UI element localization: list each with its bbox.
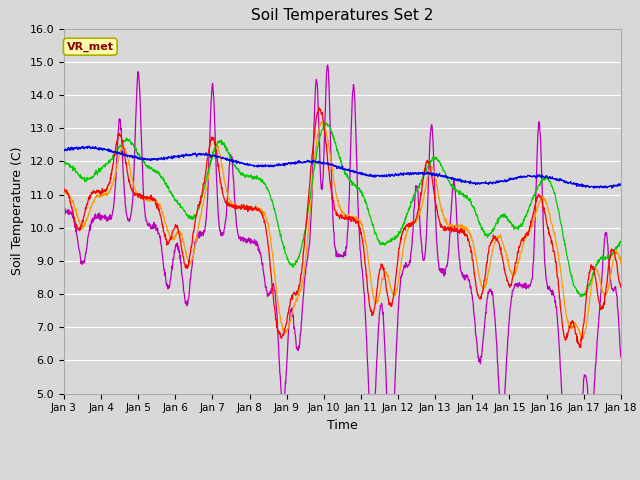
Text: VR_met: VR_met (67, 42, 114, 52)
Legend: Tsoil -2cm, Tsoil -4cm, Tsoil -8cm, Tsoil -16cm, Tsoil -32cm: Tsoil -2cm, Tsoil -4cm, Tsoil -8cm, Tsoi… (120, 479, 565, 480)
X-axis label: Time: Time (327, 419, 358, 432)
Title: Soil Temperatures Set 2: Soil Temperatures Set 2 (252, 9, 433, 24)
Y-axis label: Soil Temperature (C): Soil Temperature (C) (11, 147, 24, 276)
